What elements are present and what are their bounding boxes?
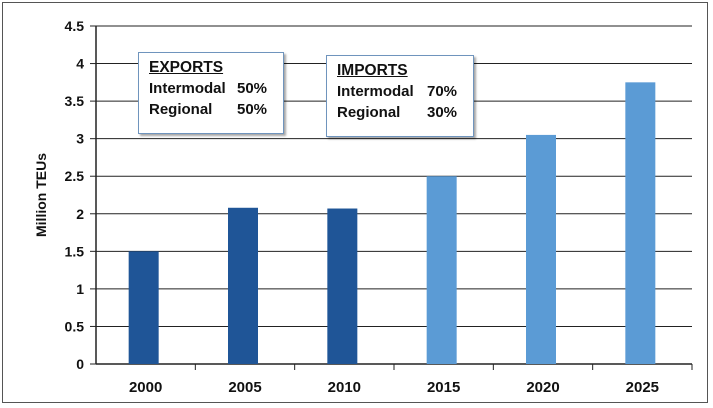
- imports-intermodal-label: Intermodal: [337, 83, 414, 100]
- x-tick-label-2015: 2015: [427, 379, 460, 396]
- exports-row-intermodal: Intermodal 50%: [149, 78, 275, 99]
- imports-legend-box: IMPORTS Intermodal 70% Regional 30%: [326, 55, 474, 137]
- x-tick-label-2025: 2025: [626, 379, 659, 396]
- imports-intermodal-value: 70%: [427, 83, 458, 100]
- exports-legend-box: EXPORTS Intermodal 50% Regional 50%: [138, 52, 284, 134]
- bar-2015: [426, 176, 457, 364]
- gridlines: [96, 25, 692, 327]
- y-axis-label: Million TEUs: [33, 153, 49, 237]
- imports-row-intermodal: Intermodal 70%: [337, 81, 465, 102]
- exports-regional-value: 50%: [237, 101, 268, 118]
- x-tick-label-2020: 2020: [526, 379, 559, 396]
- exports-intermodal-value: 50%: [237, 80, 268, 97]
- y-tick-label: 0.5: [65, 318, 85, 334]
- x-tick-labels: 2000 2005 2010 2015 2020 2025: [129, 379, 659, 396]
- x-tick-label-2010: 2010: [328, 379, 361, 396]
- imports-regional-label: Regional: [337, 104, 401, 121]
- exports-row-regional: Regional 50%: [149, 99, 275, 120]
- imports-row-regional: Regional 30%: [337, 102, 465, 123]
- y-tick-label: 1: [76, 281, 84, 297]
- exports-regional-label: Regional: [149, 101, 213, 118]
- bar-2025: [625, 82, 656, 364]
- y-tick-label: 2.5: [65, 168, 85, 184]
- imports-title: IMPORTS: [337, 62, 408, 79]
- y-tick-label: 3.5: [65, 93, 85, 109]
- y-tick-label: 4.5: [65, 18, 85, 34]
- exports-intermodal-label: Intermodal: [149, 80, 226, 97]
- y-tick-label: 2: [76, 206, 84, 222]
- bar-2005: [228, 207, 258, 364]
- imports-regional-value: 30%: [427, 104, 458, 121]
- x-tick-label-2000: 2000: [129, 379, 162, 396]
- x-tick-label-2005: 2005: [228, 379, 261, 396]
- bar-2010: [327, 208, 358, 364]
- y-tick-label: 3: [76, 131, 84, 147]
- y-tick-label: 1.5: [65, 243, 85, 259]
- y-tick-label: 0: [76, 356, 84, 372]
- y-tick-label: 4: [76, 56, 84, 72]
- exports-title: EXPORTS: [149, 59, 224, 76]
- y-tick-labels: 0 0.5 1 1.5 2 2.5 3 3.5 4 4.5: [65, 18, 85, 372]
- bar-2000: [128, 251, 159, 364]
- bar-2020: [526, 134, 556, 364]
- bars: [128, 82, 656, 364]
- axes: [90, 25, 693, 370]
